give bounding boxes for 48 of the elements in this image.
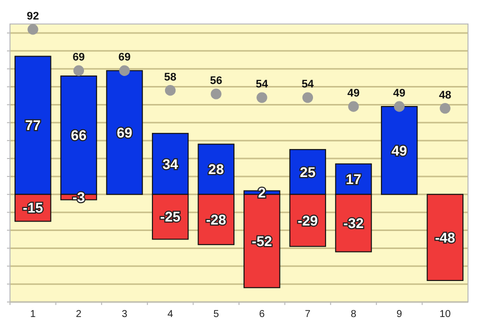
data-label: 49 (393, 88, 406, 100)
x-tick-label: 6 (259, 309, 266, 320)
data-label: -32 (343, 214, 364, 231)
data-label: -28 (206, 211, 226, 228)
x-tick-label: 3 (122, 309, 128, 320)
data-label: 58 (164, 71, 176, 84)
point (394, 101, 405, 112)
data-label: 28 (208, 161, 224, 178)
data-label: 69 (72, 52, 85, 64)
point (119, 65, 130, 76)
bar (106, 70, 143, 195)
data-label: 48 (438, 89, 452, 102)
data-label: -15 (22, 200, 44, 216)
data-label: -25 (160, 208, 181, 225)
x-tick-label: 7 (304, 309, 311, 320)
data-label: 66 (70, 127, 87, 144)
data-label: 54 (256, 78, 269, 91)
x-tick-label: 10 (440, 309, 452, 320)
data-label: 49 (392, 142, 408, 158)
data-label: -48 (434, 229, 456, 246)
data-label: 49 (347, 88, 360, 100)
data-label: 56 (210, 74, 222, 87)
point (440, 102, 450, 114)
data-label: 69 (118, 52, 131, 64)
point (28, 24, 38, 35)
bar (426, 194, 464, 281)
point (348, 101, 359, 112)
point (302, 92, 314, 103)
x-tick-label: 2 (76, 309, 82, 320)
data-label: 92 (26, 10, 40, 22)
data-label: 77 (25, 117, 41, 134)
data-label: -52 (252, 232, 272, 249)
x-tick-label: 5 (213, 309, 220, 320)
data-label: 69 (116, 124, 132, 140)
bar (380, 106, 418, 195)
point (256, 92, 268, 103)
data-label: 25 (300, 164, 316, 180)
data-label: -29 (298, 212, 318, 228)
x-tick-label: 9 (396, 309, 403, 320)
point (164, 85, 176, 96)
data-label: 17 (346, 171, 362, 188)
point (73, 65, 84, 76)
data-label: 34 (162, 156, 178, 172)
x-tick-label: 1 (30, 309, 36, 320)
data-label: 54 (302, 78, 315, 91)
x-tick-label: 4 (168, 309, 174, 320)
x-tick-label: 8 (350, 309, 357, 320)
point (210, 88, 222, 100)
